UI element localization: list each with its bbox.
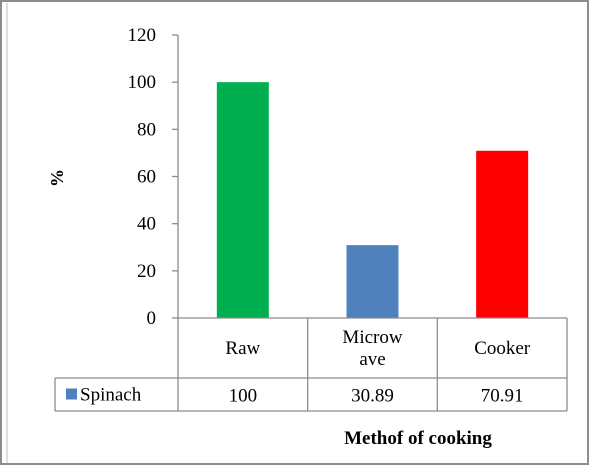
y-tick-labels: 0 20 40 60 80 100 120 xyxy=(128,25,157,329)
bar-2 xyxy=(476,150,529,318)
legend-swatch xyxy=(66,388,77,400)
data-table: Raw Microw ave Cooker Spinach 100 30.89 70.91 xyxy=(54,317,568,412)
y-tick-label: 40 xyxy=(137,214,156,235)
data-table-value: 70.91 xyxy=(481,386,524,407)
bar-1 xyxy=(346,245,399,318)
y-tick-label: 20 xyxy=(137,261,156,282)
axes xyxy=(172,34,179,319)
legend-series-label: Spinach xyxy=(80,385,142,406)
category-label: Microw ave xyxy=(342,327,402,370)
y-tick-label: 0 xyxy=(147,308,157,329)
data-table-value: 100 xyxy=(229,386,258,407)
bars xyxy=(216,82,529,319)
y-tick-label: 60 xyxy=(137,167,156,188)
bar-0 xyxy=(216,82,269,319)
y-tick-label: 80 xyxy=(137,119,156,140)
data-table-value: 30.89 xyxy=(351,386,394,407)
y-tick-label: 100 xyxy=(128,72,157,93)
x-axis-title: Methof of cooking xyxy=(344,428,492,449)
y-axis-title: % xyxy=(47,169,67,187)
category-label: Cooker xyxy=(474,338,531,359)
y-tick-label: 120 xyxy=(128,25,157,46)
category-label: Raw xyxy=(225,338,260,359)
